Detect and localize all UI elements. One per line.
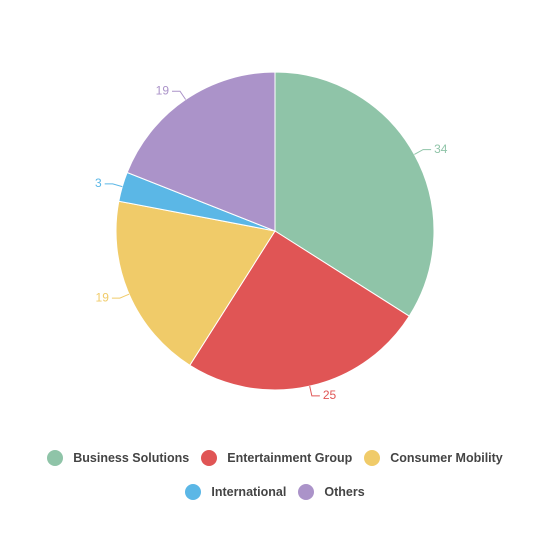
- data-label: 19: [156, 83, 170, 97]
- legend-item[interactable]: Entertainment Group: [201, 448, 352, 468]
- data-label: 3: [95, 176, 102, 190]
- data-label: 19: [96, 290, 110, 304]
- legend-label: Business Solutions: [73, 451, 190, 465]
- legend-item[interactable]: International: [185, 482, 286, 502]
- legend-label: Consumer Mobility: [390, 451, 503, 465]
- legend-label: International: [211, 485, 287, 499]
- legend-item[interactable]: Others: [298, 482, 365, 502]
- legend-label: Entertainment Group: [227, 451, 353, 465]
- slice: [126, 71, 276, 232]
- leader-line: [104, 183, 123, 188]
- legend-swatch: [364, 450, 381, 466]
- legend-item[interactable]: Business Solutions: [47, 448, 189, 468]
- slice: [115, 200, 276, 366]
- slice: [274, 71, 435, 317]
- legend: Business Solutions Entertainment Group Con…: [45, 448, 505, 502]
- legend-swatch: [47, 450, 64, 466]
- data-label: 34: [434, 142, 448, 156]
- leader-line: [414, 149, 432, 155]
- legend-item[interactable]: Consumer Mobility: [364, 448, 503, 468]
- legend-label: Others: [324, 485, 365, 499]
- pie-area: 34 25 19 3 19: [95, 71, 448, 402]
- legend-swatch: [298, 484, 315, 500]
- legend-swatch: [201, 450, 218, 466]
- data-label: 25: [323, 388, 337, 402]
- leader-line: [111, 293, 130, 299]
- slice: [189, 230, 410, 391]
- legend-swatch: [185, 484, 202, 500]
- leader-line: [172, 90, 187, 100]
- leader-line: [309, 386, 320, 397]
